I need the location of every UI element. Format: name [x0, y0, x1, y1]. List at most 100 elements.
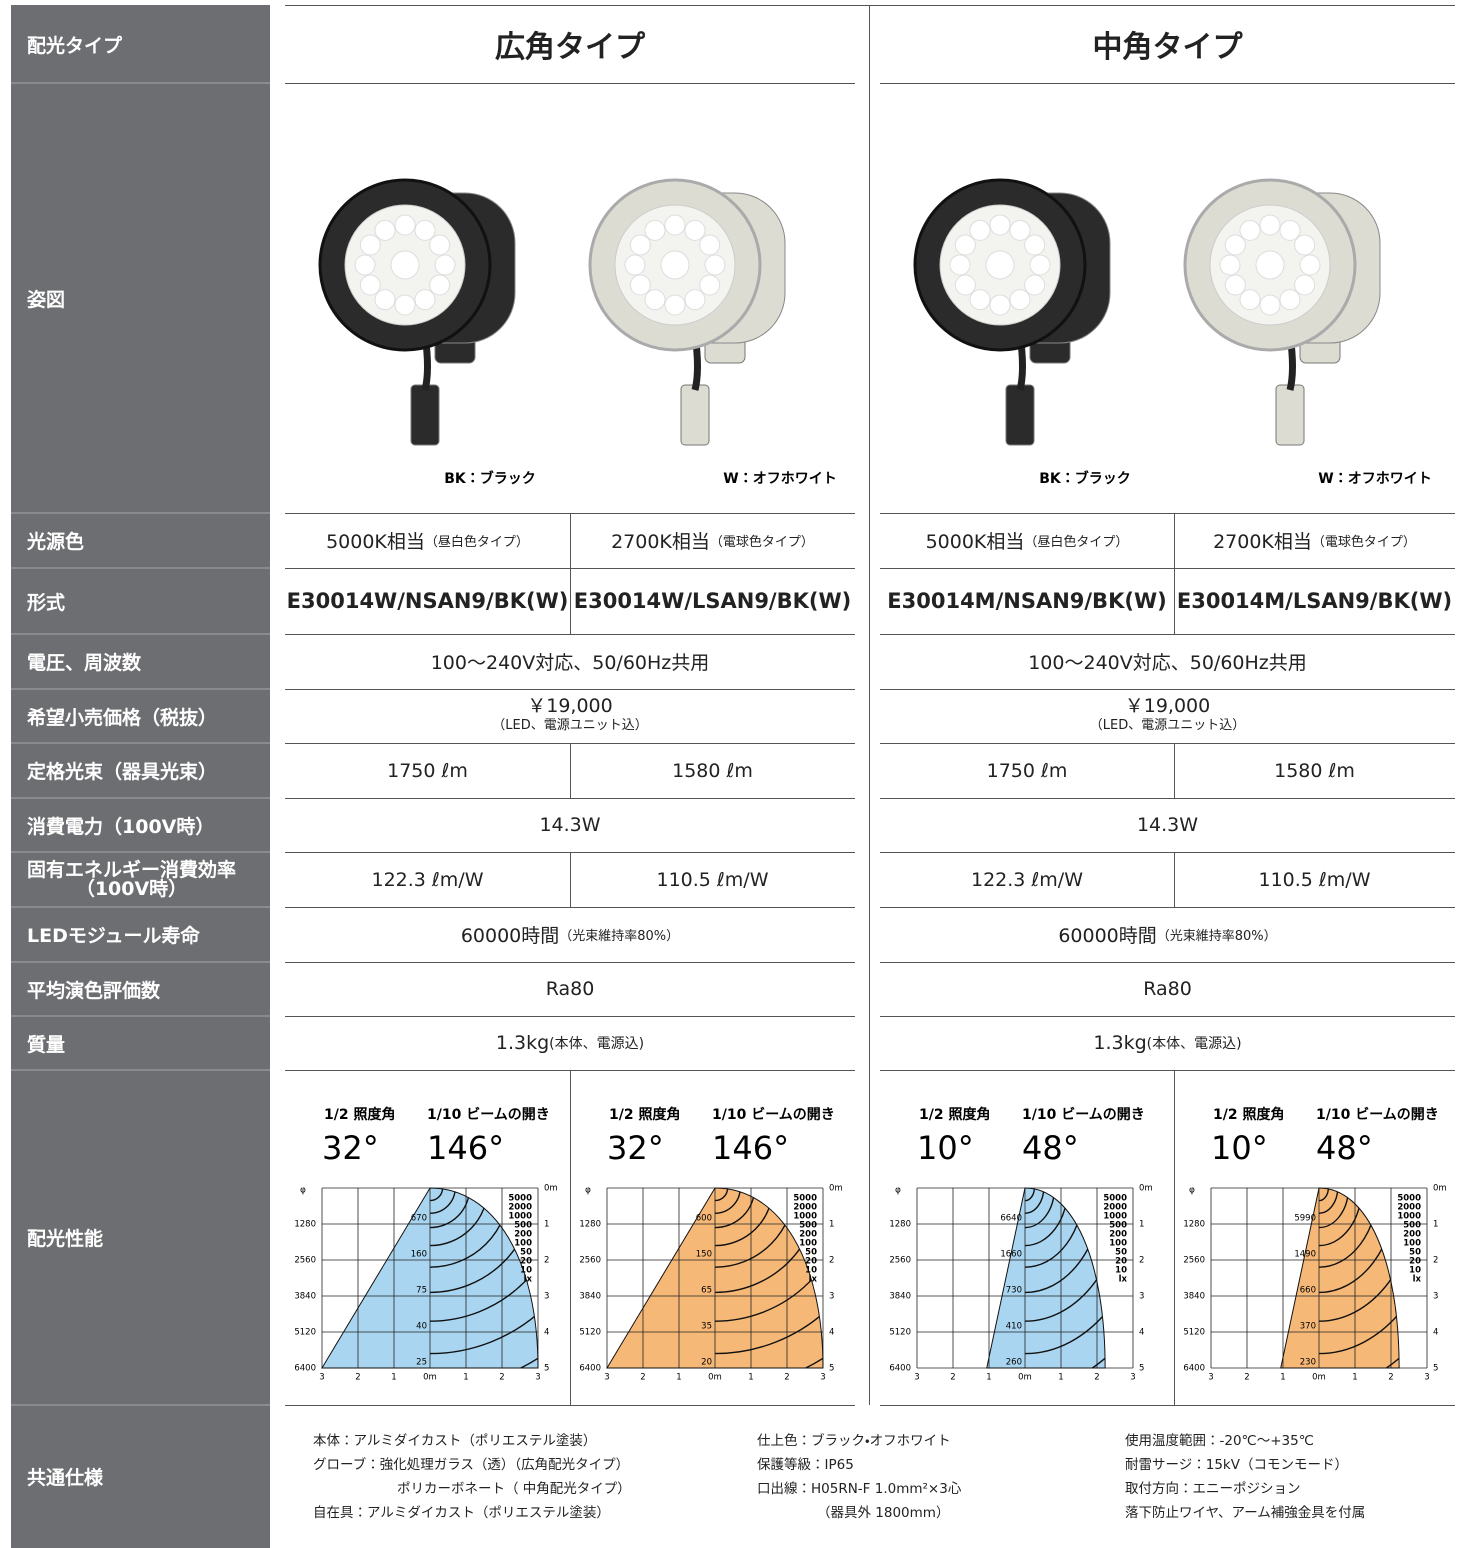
beam-label: 1/10 ビームの開き [1316, 1107, 1439, 1123]
luminous-flux: 1750 ℓm [387, 759, 468, 782]
center-lux-label: 40 [416, 1322, 427, 1332]
lamp-pole [1275, 384, 1305, 446]
x-tick-label: 3 [319, 1373, 324, 1383]
isolux-curve [429, 1188, 444, 1202]
phi-tick-label: 2560 [889, 1256, 911, 1266]
lamp-led [699, 234, 721, 256]
lamp-led [1224, 274, 1246, 296]
phi-tick-label: 1280 [1183, 1220, 1205, 1230]
x-tick-label: 3 [1208, 1373, 1213, 1383]
light-color-main: 2700K相当 [1213, 531, 1312, 553]
center-lux-label: 370 [1300, 1322, 1316, 1332]
distance-tick-label: 0m [1139, 1184, 1153, 1194]
efficiency: 122.3 ℓm/W [971, 868, 1083, 891]
lux-scale-label: 20 [520, 1257, 532, 1267]
lamp-led [969, 289, 991, 311]
phi-tick-label: 6400 [579, 1364, 601, 1374]
lamp-led [414, 289, 436, 311]
distance-tick-label: 4 [544, 1328, 549, 1338]
phi-tick-label: 1280 [294, 1220, 316, 1230]
price-sub: （LED、電源ユニット込） [1089, 718, 1246, 733]
beam-label: 1/10 ビームの開き [1022, 1107, 1145, 1123]
luminous-flux: 1750 ℓm [986, 759, 1068, 782]
phi-tick-label: 2560 [1183, 1256, 1205, 1266]
beam-value: 48° [1316, 1129, 1373, 1167]
lamp-led [359, 234, 381, 256]
x-tick-label: 1 [391, 1373, 396, 1383]
center-lux-label: 150 [696, 1250, 712, 1260]
light-color-main: 5000K相当 [326, 531, 425, 553]
lamp-led [1259, 294, 1281, 316]
lux-scale-label: lx [1413, 1275, 1422, 1285]
phi-tick-label: 3840 [294, 1292, 316, 1302]
light-color-main: 5000K相当 [925, 531, 1025, 553]
efficiency: 110.5 ℓm/W [1258, 868, 1371, 891]
common-spec-line: 自在具：アルミダイカスト（ポリエステル塗装） [313, 1505, 610, 1521]
common-spec-line: （器具外 1800mm） [817, 1505, 950, 1521]
lux-scale-label: 2000 [1103, 1203, 1127, 1213]
lamp-led [985, 250, 1015, 280]
common-spec-column: 仕上色：ブラック・オフホワイト 保護等級：IP65 口出線：H05RN-F 1.0m… [757, 1429, 961, 1525]
product-image [1183, 178, 1381, 446]
lux-scale-label: 10 [520, 1266, 532, 1276]
phi-tick-label: 3840 [579, 1292, 601, 1302]
distance-tick-label: 5 [1433, 1364, 1438, 1374]
center-lux-label: 730 [1006, 1286, 1022, 1296]
distance-tick-label: 2 [829, 1256, 834, 1266]
label-block: 固有エネルギー消費効率 （100V時） [27, 858, 237, 899]
x-tick-label: 3 [820, 1373, 825, 1383]
half-angle-label: 1/2 照度角 [919, 1106, 990, 1123]
lux-scale-label: 20 [805, 1257, 817, 1267]
x-tick-label: 3 [1424, 1373, 1429, 1383]
beam-outline [606, 1187, 824, 1369]
lamp-led [1009, 289, 1031, 311]
luminous-flux: 1580 ℓm [672, 759, 753, 782]
sidebar-label: 質量 [27, 1033, 66, 1056]
lamp-led [1029, 254, 1051, 276]
distance-tick-label: 3 [1139, 1292, 1144, 1302]
common-spec-column: 使用温度範囲：-20℃〜+35℃ 耐雷サージ：15kV（コモンモード） 取付方向：エ… [1125, 1429, 1365, 1525]
distance-tick-label: 0m [829, 1184, 843, 1194]
lux-scale-label: 200 [799, 1230, 817, 1240]
x-tick-label: 2 [499, 1373, 504, 1383]
half-angle-value: 10° [1211, 1129, 1268, 1167]
lamp-led [1279, 219, 1301, 241]
color-rendering: Ra80 [545, 978, 595, 1000]
lux-scale-label: 50 [1409, 1248, 1421, 1258]
efficiency: 122.3 ℓm/W [371, 868, 484, 891]
life-main: 60000時間 [1058, 925, 1157, 947]
lamp-led [1239, 289, 1261, 311]
lux-scale-label: 2000 [793, 1203, 817, 1213]
lamp-led [394, 294, 416, 316]
lux-scale-label: 20 [1115, 1257, 1127, 1267]
beam-outline [1280, 1187, 1400, 1369]
distance-tick-label: 3 [1433, 1292, 1438, 1302]
lux-scale-label: lx [1119, 1275, 1128, 1285]
distance-tick-label: 0m [1433, 1184, 1447, 1194]
x-tick-label: 0m [1018, 1373, 1032, 1383]
lamp-pole [410, 384, 440, 446]
lux-scale-label: 500 [1109, 1221, 1127, 1231]
lux-scale-label: 100 [1403, 1239, 1421, 1249]
phi-tick-label: 6400 [294, 1364, 316, 1374]
lux-scale-label: 50 [805, 1248, 817, 1258]
light-color: 2700K相当 （電球色タイプ） [1174, 513, 1455, 568]
center-lux-label: 1660 [1000, 1250, 1022, 1260]
power: 14.3W [1136, 814, 1199, 836]
common-spec-line: 本体：アルミダイカスト（ポリエステル塗装） [313, 1433, 597, 1449]
lux-scale-label: 1000 [1397, 1212, 1421, 1222]
isolux-curve [429, 1188, 538, 1322]
label-line: 固有エネルギー消費効率 [27, 858, 237, 881]
led-life: 60000時間 （光束維持率80%） [880, 907, 1455, 962]
light-color: 5000K相当 （昼白色タイプ） [285, 513, 570, 568]
price-main: ￥19,000 [1124, 695, 1211, 717]
power: 14.3W [539, 814, 601, 836]
image-caption: BK：ブラック [1039, 470, 1131, 487]
phi-tick-label: 6400 [889, 1364, 911, 1374]
x-tick-label: 3 [604, 1373, 609, 1383]
x-tick-label: 1 [986, 1373, 991, 1383]
lamp-led [699, 274, 721, 296]
lux-scale-label: 500 [799, 1221, 817, 1231]
